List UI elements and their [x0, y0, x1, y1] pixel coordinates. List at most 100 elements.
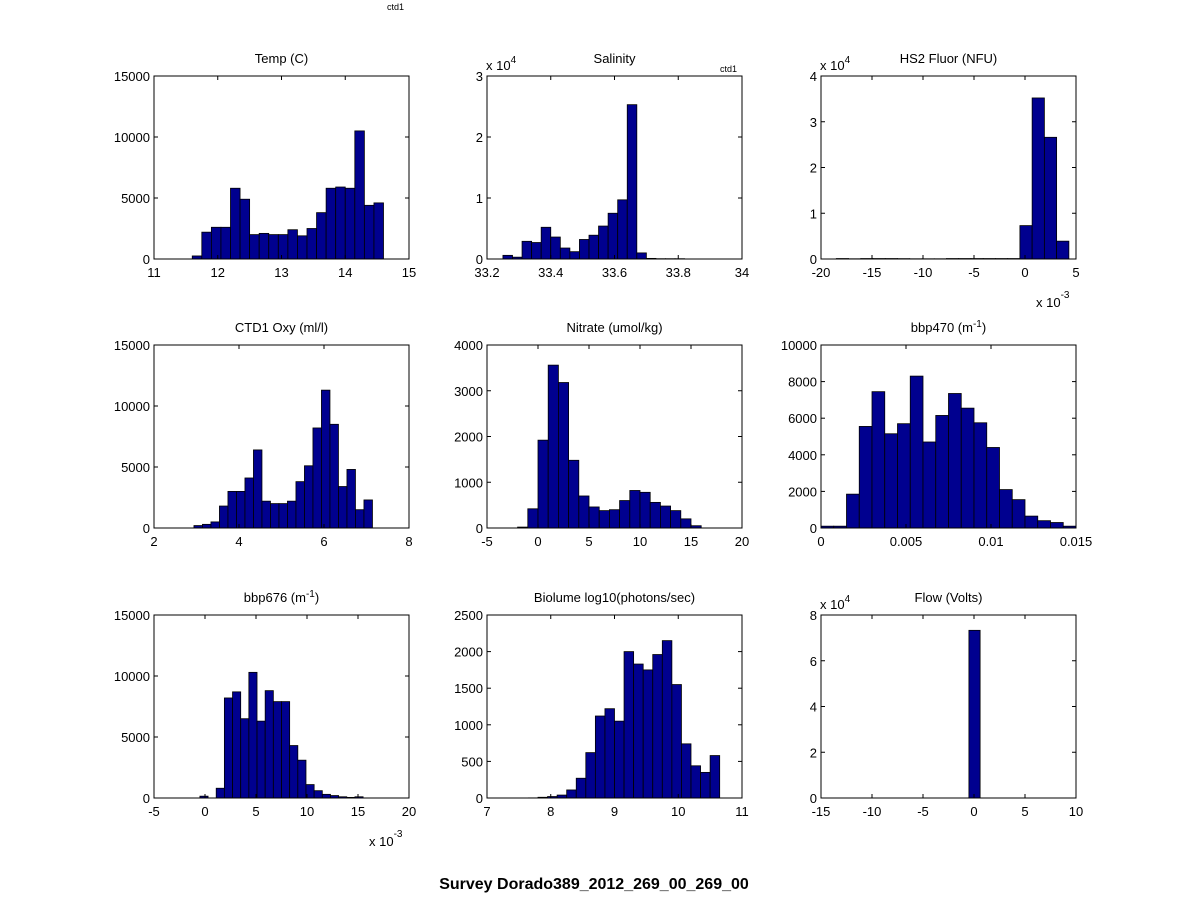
histogram-bar [230, 187, 241, 260]
histogram-bar [1037, 520, 1051, 529]
y-tick-label: 1500 [454, 681, 483, 696]
histogram-bar [215, 787, 225, 799]
histogram-bar [629, 490, 641, 529]
x-tick-label: 0 [817, 534, 824, 549]
y-tick-label: 5000 [121, 730, 150, 745]
y-tick-label: 0 [810, 521, 817, 536]
histogram-bar [223, 697, 233, 799]
y-tick-label: 0 [810, 791, 817, 806]
histogram-bar [531, 242, 542, 260]
x-tick-label: 11 [735, 804, 749, 819]
histogram-bar [578, 495, 590, 529]
y-tick-label: 15000 [114, 69, 150, 84]
panel-title: CTD1 Oxy (ml/l) [235, 320, 328, 335]
histogram-bar [346, 469, 356, 529]
histogram-bar [306, 228, 317, 260]
histogram-bar [671, 684, 682, 799]
x-tick-label: 5 [252, 804, 259, 819]
histogram-bar [588, 234, 599, 260]
histogram-bar [502, 254, 513, 260]
histogram-bar [626, 104, 638, 260]
x-tick-label: 5 [585, 534, 592, 549]
histogram-bar [313, 790, 323, 799]
histogram-panel: 33.2 33.4 33.6 33.8 34 0 1 2 3 Salinity x 104 [474, 51, 749, 280]
x-tick-label: 15 [402, 265, 416, 280]
y-tick-label: 0 [810, 252, 817, 267]
histogram-bar [521, 240, 533, 260]
histogram-bar [1024, 515, 1039, 529]
x-tick-label: -5 [968, 265, 980, 280]
x-tick-label: 10 [1069, 804, 1083, 819]
histogram-bar [281, 701, 291, 799]
y-tick-label: 1 [476, 191, 483, 206]
histogram-bar [660, 505, 672, 529]
histogram-bar [858, 426, 873, 529]
x-tick-label: -5 [917, 804, 929, 819]
histogram-bar [239, 198, 251, 260]
histogram-bar [219, 505, 229, 529]
histogram-bar [297, 759, 307, 799]
histogram-bar [960, 407, 975, 529]
y-tick-label: 0 [476, 252, 483, 267]
histogram-bar [598, 225, 609, 260]
histogram-bar [909, 375, 924, 529]
histogram-bar [968, 629, 981, 799]
histogram-bar [210, 226, 222, 260]
x-tick-label: 0 [1021, 265, 1028, 280]
histogram-bar [681, 743, 692, 799]
histogram-bar [897, 423, 911, 529]
x-tick-label: 33.8 [666, 265, 691, 280]
histogram-bar [268, 234, 279, 260]
y-tick-label: 0 [143, 791, 150, 806]
x-tick-label: 0.01 [978, 534, 1003, 549]
histogram-panel: -15 -10 -5 0 5 10 0 2 4 6 8 Flow (Volts) x 104 [810, 590, 1083, 819]
histogram-bar [249, 234, 260, 260]
y-tick-label: 5000 [121, 191, 150, 206]
histogram-bar [312, 427, 322, 529]
histogram-bar [948, 393, 962, 529]
histogram-bar [579, 239, 590, 260]
x-exponent-label: x 10-3 [369, 829, 403, 849]
histogram-bar [1056, 240, 1070, 260]
y-exponent-label: x 104 [486, 55, 517, 73]
histogram-bar [652, 654, 663, 799]
x-tick-label: 15 [351, 804, 365, 819]
axes-box [153, 344, 410, 529]
y-tick-label: 0 [476, 791, 483, 806]
ctd1-tag-salinity: ctd1 [720, 64, 738, 74]
histogram-bar [617, 199, 628, 260]
histogram-bar [329, 423, 339, 529]
histogram-bar [709, 755, 721, 799]
x-tick-label: -10 [914, 265, 933, 280]
histogram-panel: 0 0.005 0.01 0.015 0 2000 4000 6000 8000 10000 bbp… [781, 319, 1092, 549]
x-tick-label: 20 [735, 534, 749, 549]
x-tick-label: 6 [320, 534, 327, 549]
histogram-bar [1050, 522, 1064, 529]
y-tick-label: 3 [476, 69, 483, 84]
panel-title: HS2 Fluor (NFU) [900, 51, 998, 66]
x-tick-label: 9 [611, 804, 618, 819]
panel-title: Temp (C) [255, 51, 308, 66]
y-tick-label: 3000 [454, 384, 483, 399]
histogram-bar [240, 718, 250, 799]
histogram-bar [289, 745, 299, 799]
x-tick-label: 10 [300, 804, 314, 819]
x-tick-label: 8 [405, 534, 412, 549]
y-tick-label: 8000 [788, 375, 817, 390]
histogram-bar [297, 235, 308, 260]
x-tick-label: 5 [1021, 804, 1028, 819]
x-tick-label: 0.005 [890, 534, 923, 549]
histogram-bar [609, 509, 621, 529]
histogram-bar [202, 523, 212, 529]
y-tick-label: 5000 [121, 460, 150, 475]
histogram-bar [335, 186, 346, 260]
histogram-bar [287, 500, 297, 529]
histogram-bar [550, 236, 561, 260]
y-tick-label: 2000 [454, 430, 483, 445]
histogram-bar [633, 663, 644, 799]
x-tick-label: 0 [970, 804, 977, 819]
histogram-bar [1011, 499, 1026, 529]
x-tick-label: 5 [1072, 265, 1079, 280]
